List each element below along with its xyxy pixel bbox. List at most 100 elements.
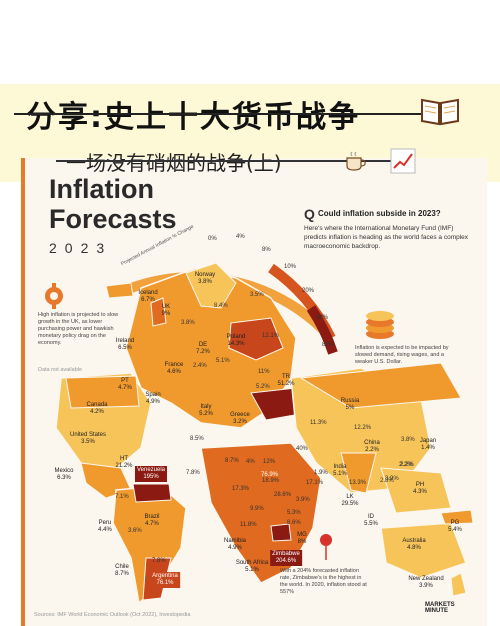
papua-new-guinea — [440, 509, 474, 525]
country-label: LK 29.5% — [341, 494, 359, 507]
country-label: Russia 5% — [340, 398, 360, 411]
uk-note: High inflation is projected to slow grow… — [38, 312, 119, 346]
country-label: United States 3.5% — [69, 432, 107, 445]
iceland-island — [105, 282, 134, 299]
map-value: 3.8% — [401, 437, 415, 443]
map-value: 17.1% — [306, 480, 324, 486]
map-value: 11.8% — [240, 522, 257, 528]
country-label: Zimbabwe 204.6% — [270, 550, 302, 566]
question-heading: Could inflation subside in 2023? — [318, 209, 441, 218]
country-label: Brazil 4.7% — [144, 514, 160, 527]
card-accent-edge — [21, 158, 25, 626]
country-label: Peru 4.4% — [98, 520, 112, 533]
map-value: 8.7% — [225, 458, 239, 464]
map-value: 4% — [246, 459, 255, 465]
country-label: Chile 8.7% — [115, 564, 129, 577]
scandinavia — [185, 262, 237, 309]
map-value: 3.5% — [250, 292, 264, 298]
question-mark: Q — [304, 206, 315, 222]
map-value: 5.2% — [256, 384, 270, 390]
country-label: China 2.2% — [364, 440, 380, 453]
scale-tick: 80% — [322, 342, 335, 348]
scale-tick: 4% — [236, 234, 245, 240]
gear-icon — [45, 283, 63, 309]
country-label: Spain 4.9% — [145, 392, 161, 405]
country-label: Namibia 4.9% — [223, 538, 247, 551]
scale-tick: 20% — [302, 288, 315, 294]
map-value: 11% — [258, 369, 270, 375]
scale-tick: 10% — [284, 264, 297, 270]
coin-stack-icon — [366, 311, 394, 339]
zimbabwe-region — [270, 523, 292, 542]
map-value: 9.9% — [250, 506, 264, 512]
world-inflation-map — [55, 262, 474, 605]
country-label: UK 9% — [161, 304, 171, 317]
country-label: PT 4.7% — [118, 378, 132, 391]
map-value: 7.1% — [115, 494, 129, 500]
subtitle-strikethrough — [56, 160, 412, 162]
country-label: South Africa 5.1% — [235, 560, 269, 573]
map-value: 3.9% — [296, 497, 310, 503]
country-label: PH 4.3% — [413, 482, 427, 495]
map-value: 3.8% — [181, 320, 195, 326]
map-value: 7.8% — [152, 558, 166, 564]
russia-region — [299, 362, 462, 409]
map-value: 8.5% — [190, 436, 204, 442]
brand-logo-icon: MARKETS MINUTE — [425, 602, 455, 614]
title-strikethrough — [14, 113, 454, 115]
china-note: Inflation is expected to be impacted by … — [355, 345, 449, 365]
india-region — [340, 452, 377, 494]
country-label: Canada 4.2% — [86, 402, 108, 415]
country-label: ID 5.5% — [364, 514, 378, 527]
chart-up-icon — [390, 148, 416, 174]
country-label: Venezuela 195% — [134, 466, 168, 482]
map-value: 76.9% — [261, 472, 279, 478]
data-not-available-legend: Data not available — [38, 367, 83, 373]
country-label: Poland 14.3% — [226, 334, 246, 347]
infographic-year: 2023 — [49, 240, 113, 256]
map-value: 2.2% — [400, 462, 414, 468]
scale-arc-dark — [306, 305, 338, 355]
country-label: Argentina 76.1% — [150, 572, 180, 588]
country-label: DE 7.2% — [196, 342, 210, 355]
article-title: 分享:史上十大货币战争 — [26, 100, 360, 135]
southeast-asia — [380, 467, 452, 514]
canada-region — [65, 375, 140, 409]
country-label: Norway 3.8% — [194, 272, 216, 285]
venezuela-region — [132, 483, 172, 503]
scale-tick: 0% — [208, 236, 217, 242]
map-value: 8.6% — [287, 520, 301, 526]
country-label: India 5.1% — [333, 464, 347, 477]
new-zealand — [450, 572, 467, 597]
country-label: New Zealand 3.9% — [408, 576, 444, 589]
map-value: 3.6% — [128, 528, 142, 534]
country-label: HT 21.2% — [115, 456, 133, 469]
map-value: 2.4% — [193, 363, 207, 369]
map-value: 3.9% — [385, 476, 399, 482]
country-label: Japan 1.4% — [419, 438, 437, 451]
map-value: 40% — [296, 446, 309, 452]
country-label: TR 51.2% — [277, 374, 295, 387]
map-value: 11.3% — [310, 420, 327, 426]
map-value: 28.6% — [274, 492, 292, 498]
country-label: Italy 5.2% — [199, 404, 213, 417]
source-citation: Sources: IMF World Economic Outlook (Oct… — [34, 612, 191, 618]
country-label: Ireland 6.5% — [115, 338, 135, 351]
country-label: France 4.6% — [164, 362, 184, 375]
map-value: 12.2% — [354, 425, 372, 431]
map-value: 7.8% — [186, 470, 200, 476]
country-label: PG 5.4% — [448, 520, 462, 533]
country-label: Iceland 6.7% — [138, 290, 158, 303]
map-pin-icon — [320, 534, 332, 546]
map-value: 12.1% — [262, 333, 280, 339]
map-value: 5.1% — [216, 358, 230, 364]
country-label: MG 8% — [297, 532, 307, 545]
country-label: Australia 4.8% — [402, 538, 426, 551]
australia — [380, 522, 467, 579]
scale-tick: 50% — [316, 315, 329, 321]
map-value: 8.4% — [214, 303, 228, 309]
map-value: 1.9% — [314, 470, 328, 476]
country-label: Mexico 6.3% — [54, 468, 74, 481]
map-value: 5.3% — [287, 510, 301, 516]
map-value: 17.3% — [232, 486, 250, 492]
